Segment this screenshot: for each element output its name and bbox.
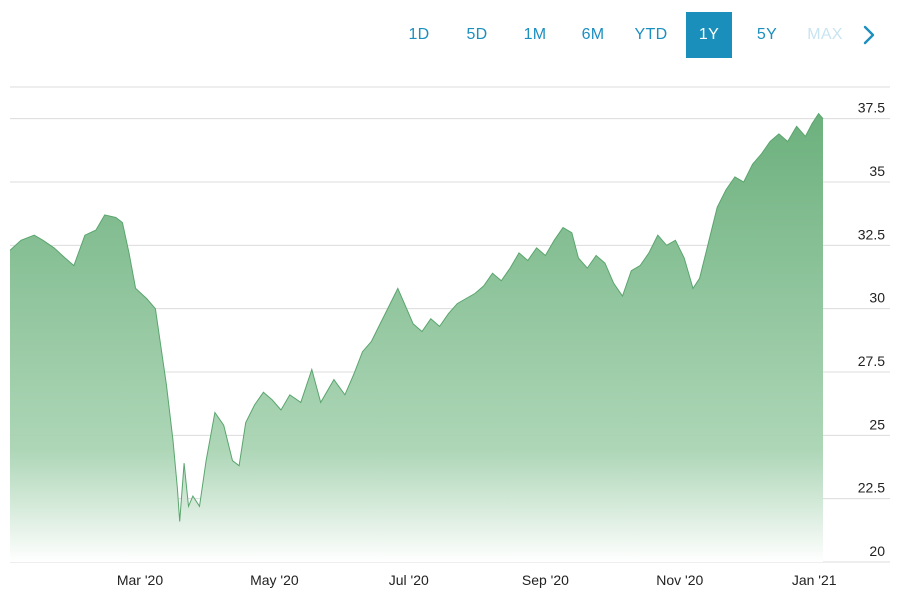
y-tick-label: 30 <box>869 290 885 306</box>
x-tick-label: May '20 <box>250 572 299 588</box>
series-area <box>10 113 823 562</box>
x-tick-label: Nov '20 <box>656 572 703 588</box>
range-button-1m[interactable]: 1M <box>512 12 558 58</box>
range-selector: 1D 5D 1M 6M YTD 1Y 5Y MAX <box>396 12 860 58</box>
y-tick-label: 35 <box>869 163 885 179</box>
x-tick-label: Jan '21 <box>792 572 837 588</box>
range-button-5d[interactable]: 5D <box>454 12 500 58</box>
range-button-1y[interactable]: 1Y <box>686 12 732 58</box>
x-tick-label: Sep '20 <box>522 572 569 588</box>
y-tick-label: 25 <box>869 416 885 432</box>
y-tick-label: 22.5 <box>858 480 885 496</box>
y-tick-label: 32.5 <box>858 226 885 242</box>
y-tick-label: 20 <box>869 543 885 559</box>
y-tick-label: 37.5 <box>858 100 885 116</box>
series-line <box>9 112 824 522</box>
chevron-right-icon[interactable] <box>858 24 880 46</box>
y-tick-label: 27.5 <box>858 353 885 369</box>
range-button-1d[interactable]: 1D <box>396 12 442 58</box>
range-button-max[interactable]: MAX <box>802 12 848 58</box>
x-tick-label: Mar '20 <box>117 572 163 588</box>
range-button-5y[interactable]: 5Y <box>744 12 790 58</box>
x-tick-label: Jul '20 <box>389 572 429 588</box>
range-button-6m[interactable]: 6M <box>570 12 616 58</box>
range-button-ytd[interactable]: YTD <box>628 12 674 58</box>
